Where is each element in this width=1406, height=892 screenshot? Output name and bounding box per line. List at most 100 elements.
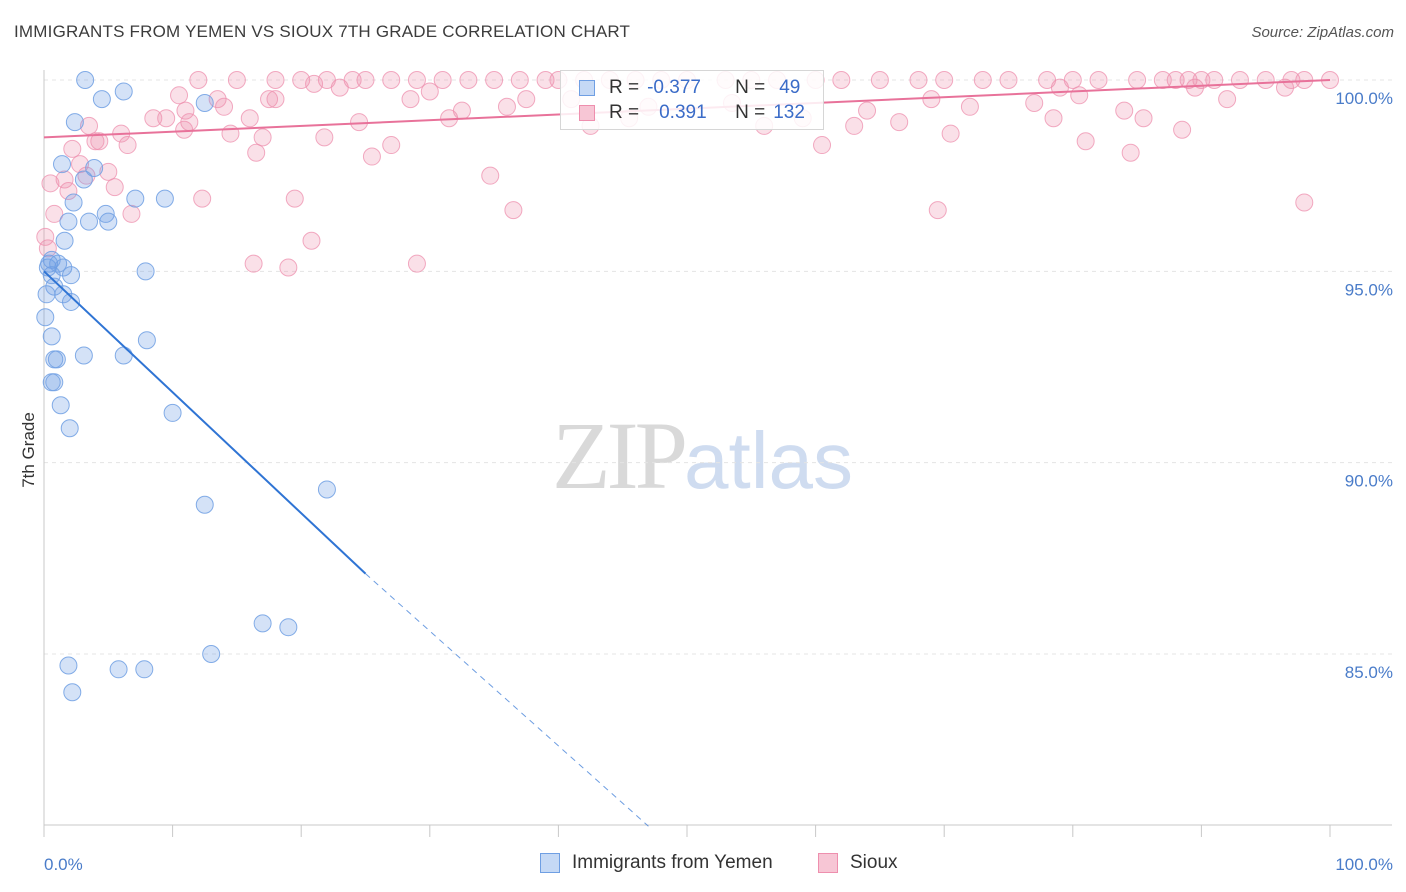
- sioux-point-37: [1192, 71, 1211, 89]
- sioux-legend-swatch: [818, 853, 838, 873]
- legend-item-yemen[interactable]: Immigrants from Yemen: [540, 852, 773, 874]
- sioux-point-50: [401, 90, 420, 109]
- yemen-point-38: [317, 480, 336, 499]
- sioux-point-104: [36, 227, 55, 246]
- sioux-point-9: [433, 71, 452, 89]
- source-credit: Source: ZipAtlas.com: [1251, 24, 1394, 41]
- yemen-point-23: [37, 285, 56, 304]
- sioux-point-95: [504, 201, 523, 220]
- sioux-point-36: [1179, 71, 1198, 89]
- yemen-point-6: [85, 159, 104, 178]
- sioux-point-56: [858, 101, 877, 120]
- sioux-point-44: [305, 74, 324, 93]
- sioux-point-0: [189, 71, 208, 89]
- sioux-point-101: [244, 254, 263, 273]
- sioux-point-27: [935, 71, 954, 89]
- sioux-point-28: [973, 71, 992, 89]
- sioux-point-91: [41, 174, 60, 193]
- sioux-point-63: [157, 109, 176, 128]
- sioux-point-106: [813, 136, 832, 155]
- sioux-point-51: [497, 97, 516, 116]
- yemen-point-42: [202, 645, 221, 663]
- sioux-point-47: [170, 86, 189, 105]
- sioux-point-97: [1295, 193, 1314, 212]
- sioux-point-122: [1076, 132, 1095, 151]
- sioux-point-79: [315, 128, 334, 147]
- yemen-point-46: [63, 683, 82, 702]
- sioux-point-85: [247, 143, 266, 162]
- sioux-point-61: [1218, 90, 1237, 109]
- sioux-point-33: [1128, 71, 1147, 89]
- yemen-point-0: [76, 71, 95, 89]
- sioux-point-60: [1115, 101, 1134, 120]
- sioux-point-58: [960, 97, 979, 116]
- sioux-point-2: [266, 71, 285, 89]
- sioux-point-88: [55, 170, 74, 189]
- sioux-point-98: [45, 204, 64, 223]
- sioux-point-113: [266, 90, 285, 109]
- yemen-legend-swatch: [540, 853, 560, 873]
- yemen-point-27: [42, 327, 61, 346]
- axis-labels: 100.0% 95.0% 90.0% 85.0% 0.0% 100.0% 7th Grade: [19, 89, 1393, 874]
- yemen-point-48: [40, 254, 59, 273]
- sioux-point-82: [90, 132, 109, 151]
- sioux-point-86: [362, 147, 381, 166]
- yemen-point-14: [99, 212, 118, 231]
- sioux-point-119: [890, 113, 909, 132]
- yemen-n-value: 49: [779, 77, 801, 98]
- yemen-point-44: [109, 660, 128, 679]
- sioux-point-73: [1134, 109, 1153, 128]
- sioux-point-40: [1256, 71, 1275, 89]
- yemen-n-label: N =: [735, 77, 766, 98]
- yemen-point-10: [64, 193, 83, 212]
- y-axis-label: 7th Grade: [19, 412, 38, 488]
- sioux-point-1: [227, 71, 246, 89]
- sioux-legend-label: Sioux: [850, 852, 898, 873]
- sioux-point-35: [1166, 71, 1185, 89]
- sioux-point-41: [1282, 71, 1301, 89]
- sioux-point-110: [1275, 78, 1294, 97]
- watermark: ZIPatlas: [552, 400, 853, 511]
- yemen-point-21: [62, 266, 81, 285]
- sioux-point-25: [870, 71, 889, 89]
- yemen-point-25: [62, 292, 81, 311]
- sioux-point-77: [221, 124, 240, 143]
- trend-lines: [43, 79, 1331, 827]
- yemen-point-8: [126, 189, 145, 208]
- sioux-point-66: [240, 109, 259, 128]
- yemen-point-35: [51, 396, 70, 415]
- yemen-point-26: [36, 308, 55, 327]
- sioux-point-46: [420, 82, 439, 101]
- yemen-point-4: [65, 113, 84, 132]
- legend-item-sioux[interactable]: Sioux: [818, 852, 898, 874]
- sioux-point-103: [407, 254, 426, 273]
- axes: [43, 70, 1392, 837]
- sioux-point-96: [928, 201, 947, 220]
- sioux-n-label: N =: [735, 102, 766, 123]
- yemen-point-13: [80, 212, 99, 231]
- watermark-zip: ZIP: [552, 402, 688, 509]
- sioux-point-117: [452, 101, 471, 120]
- yemen-point-24: [54, 285, 73, 304]
- yemen-point-12: [59, 212, 78, 231]
- sioux-point-11: [485, 71, 504, 89]
- sioux-point-80: [382, 136, 401, 155]
- legend-row-yemen: R = -0.377 N = 49: [579, 76, 800, 100]
- sioux-point-57: [922, 90, 941, 109]
- yemen-point-32: [45, 350, 64, 369]
- sioux-point-92: [59, 181, 78, 200]
- y-tick-label-3: 85.0%: [1345, 663, 1393, 682]
- sioux-point-94: [285, 189, 304, 208]
- yemen-point-43: [59, 656, 78, 675]
- yemen-point-15: [55, 231, 74, 250]
- sioux-point-102: [279, 258, 298, 277]
- sioux-point-45: [330, 78, 349, 97]
- sioux-point-13: [536, 71, 555, 89]
- yemen-point-36: [163, 403, 182, 422]
- sioux-point-29: [999, 71, 1018, 89]
- yemen-point-37: [60, 419, 79, 438]
- yemen-point-22: [45, 277, 64, 296]
- gridlines: [44, 79, 1392, 655]
- sioux-point-74: [1173, 120, 1192, 139]
